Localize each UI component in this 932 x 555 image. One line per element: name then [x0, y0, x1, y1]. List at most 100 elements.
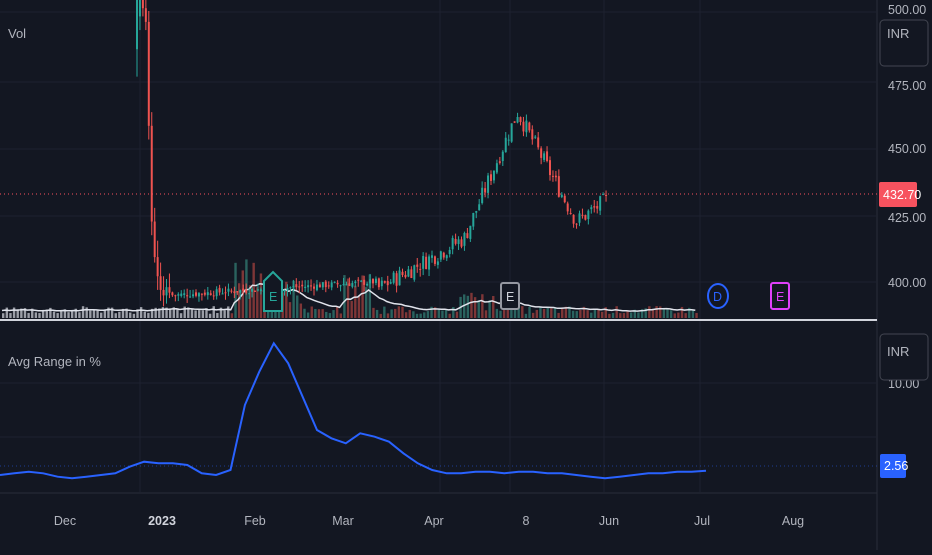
candle[interactable] — [242, 284, 245, 294]
candle[interactable] — [395, 270, 398, 293]
candle[interactable] — [183, 289, 186, 299]
candle[interactable] — [177, 292, 180, 302]
candle[interactable] — [380, 277, 383, 290]
candle[interactable] — [413, 264, 416, 282]
candle[interactable] — [215, 286, 218, 300]
candle[interactable] — [410, 266, 413, 279]
candle[interactable] — [436, 258, 439, 269]
candle[interactable] — [141, 0, 144, 17]
candle[interactable] — [516, 112, 519, 124]
candle[interactable] — [307, 280, 310, 293]
candle[interactable] — [221, 288, 224, 295]
candle[interactable] — [348, 277, 351, 287]
candle[interactable] — [407, 265, 410, 278]
candle[interactable] — [490, 170, 492, 185]
candle[interactable] — [295, 278, 298, 291]
candle[interactable] — [162, 276, 165, 307]
candle[interactable] — [138, 0, 141, 31]
event-marker-earnings-1[interactable]: E — [263, 270, 283, 312]
candle[interactable] — [543, 151, 546, 163]
event-marker-earnings-3[interactable]: E — [770, 282, 790, 310]
candle[interactable] — [602, 192, 605, 196]
candle[interactable] — [510, 123, 513, 143]
candle[interactable] — [327, 281, 330, 289]
candle[interactable] — [286, 284, 289, 297]
candle[interactable] — [554, 170, 557, 182]
candle[interactable] — [469, 225, 472, 242]
candle[interactable] — [342, 277, 345, 286]
candles-group[interactable] — [136, 0, 608, 307]
volume-label[interactable]: Vol — [8, 26, 26, 41]
candle[interactable] — [504, 131, 507, 153]
candle[interactable] — [203, 289, 206, 297]
candle[interactable] — [590, 204, 593, 214]
indicator-currency-box[interactable]: INR — [879, 333, 929, 381]
candle[interactable] — [498, 156, 501, 165]
candle[interactable] — [251, 287, 254, 298]
candle[interactable] — [442, 251, 445, 260]
candle[interactable] — [171, 291, 174, 297]
candle[interactable] — [377, 277, 380, 290]
avg-range-line[interactable] — [0, 341, 707, 480]
candle[interactable] — [546, 146, 549, 163]
candle[interactable] — [144, 0, 147, 31]
candle[interactable] — [239, 289, 242, 300]
candle[interactable] — [466, 227, 469, 239]
candle[interactable] — [460, 236, 463, 249]
candle[interactable] — [366, 281, 369, 287]
candle[interactable] — [484, 181, 487, 198]
candle[interactable] — [581, 208, 584, 219]
candle[interactable] — [318, 282, 321, 288]
candle[interactable] — [192, 289, 195, 299]
candle[interactable] — [448, 246, 451, 258]
candle[interactable] — [457, 236, 460, 250]
indicator-title[interactable]: Avg Range in % — [8, 354, 101, 369]
candle[interactable] — [537, 132, 540, 150]
candle[interactable] — [313, 283, 315, 296]
candle[interactable] — [433, 255, 436, 267]
candle[interactable] — [197, 292, 200, 302]
price-currency-box[interactable]: INR — [879, 19, 929, 67]
candle[interactable] — [478, 199, 481, 211]
candle[interactable] — [200, 293, 203, 301]
candle[interactable] — [245, 283, 248, 295]
candle[interactable] — [150, 112, 153, 236]
candle[interactable] — [206, 286, 209, 300]
candle[interactable] — [401, 268, 404, 278]
candle[interactable] — [165, 278, 168, 304]
candle[interactable] — [534, 135, 537, 139]
candle[interactable] — [472, 212, 475, 230]
candle[interactable] — [360, 280, 363, 283]
candle[interactable] — [584, 214, 587, 221]
candle[interactable] — [324, 279, 327, 293]
candle[interactable] — [372, 278, 374, 289]
candle[interactable] — [336, 280, 339, 288]
candle[interactable] — [351, 280, 354, 289]
candle[interactable] — [357, 277, 360, 287]
candle[interactable] — [560, 192, 563, 199]
candle[interactable] — [289, 286, 292, 295]
candle[interactable] — [283, 289, 286, 296]
candle[interactable] — [475, 210, 478, 219]
candle[interactable] — [389, 279, 392, 285]
candle[interactable] — [383, 280, 386, 284]
candle[interactable] — [563, 194, 566, 204]
candle[interactable] — [481, 181, 484, 205]
candle[interactable] — [605, 190, 608, 202]
candle[interactable] — [445, 254, 448, 262]
candle[interactable] — [180, 290, 183, 298]
event-marker-earnings-2[interactable]: E — [500, 282, 520, 310]
candle[interactable] — [528, 121, 531, 133]
candle[interactable] — [507, 134, 510, 146]
candle[interactable] — [212, 290, 215, 300]
candle[interactable] — [549, 156, 551, 181]
candle[interactable] — [218, 284, 221, 296]
candle[interactable] — [254, 290, 256, 293]
candle[interactable] — [168, 273, 171, 299]
candle[interactable] — [392, 270, 395, 285]
candle[interactable] — [578, 210, 581, 227]
candle[interactable] — [522, 116, 525, 137]
candle[interactable] — [369, 273, 372, 289]
candle[interactable] — [569, 208, 572, 215]
candle[interactable] — [596, 201, 599, 214]
